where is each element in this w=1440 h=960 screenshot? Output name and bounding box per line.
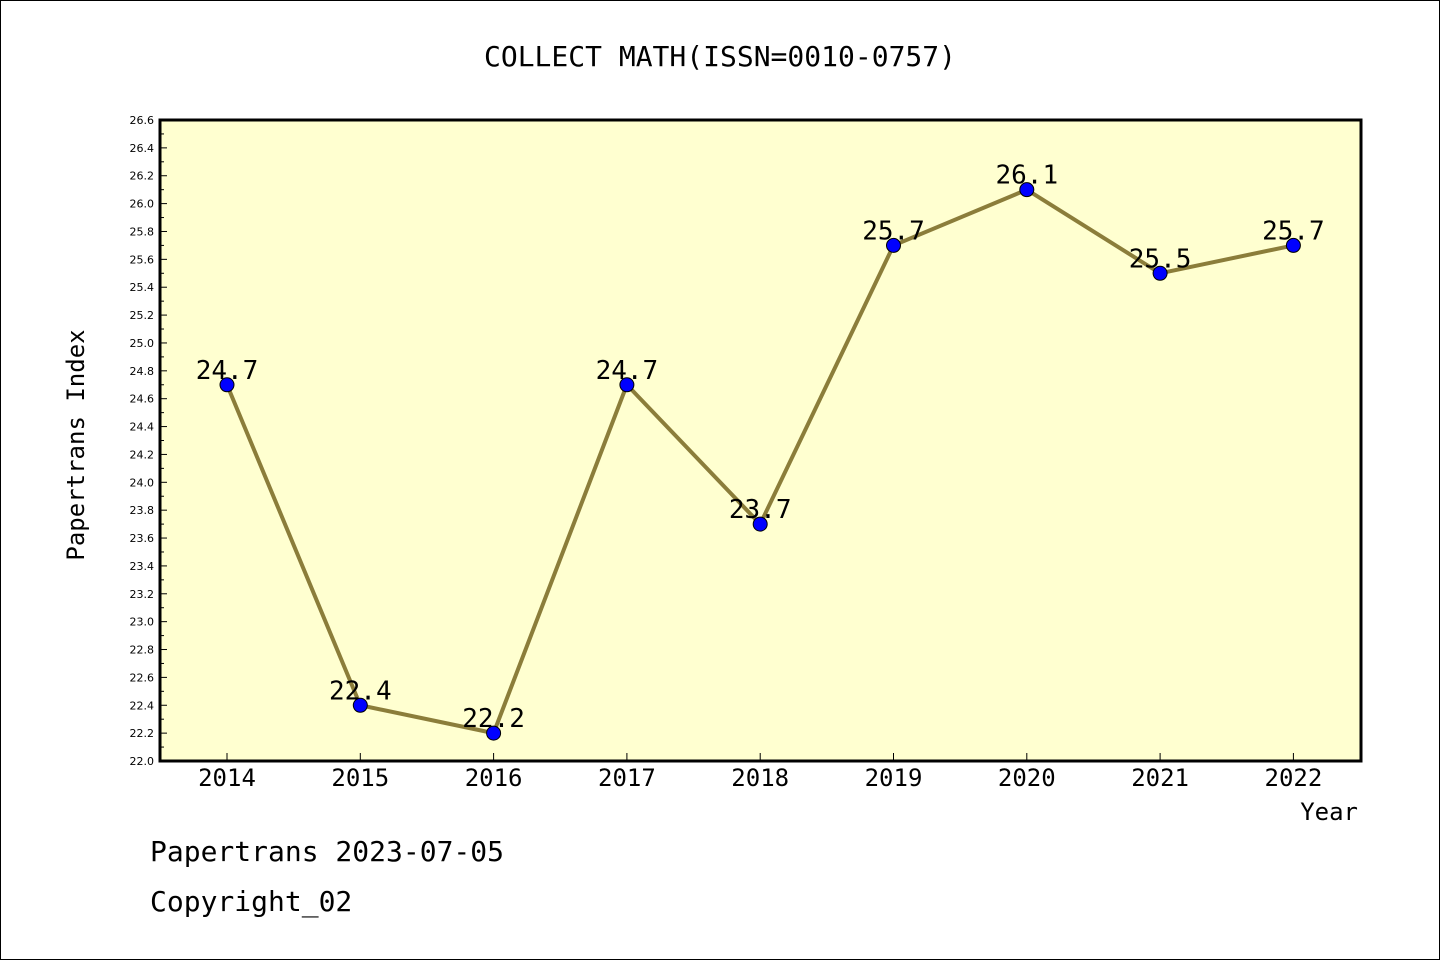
y-tick-label: 24.2 <box>130 448 155 461</box>
data-point <box>486 725 502 741</box>
x-axis: 2014 2015 2016 2017 2018 2019 2020 2021 2022 <box>198 753 1322 792</box>
y-tick-label: 25.6 <box>130 253 155 266</box>
y-axis-label: Papertrans Index <box>62 329 90 560</box>
y-tick-label: 22.6 <box>130 671 155 684</box>
x-tick-label: 2022 <box>1265 764 1323 792</box>
y-tick-label: 23.2 <box>130 588 155 601</box>
data-label: 22.2 <box>462 704 525 734</box>
y-tick-label: 22.8 <box>130 644 155 657</box>
chart-title: COLLECT MATH(ISSN=0010-0757) <box>484 40 956 73</box>
y-tick-label: 26.0 <box>130 198 155 211</box>
y-tick-label: 25.2 <box>130 309 155 322</box>
y-tick-label: 23.0 <box>130 616 155 629</box>
x-tick-label: 2017 <box>598 764 656 792</box>
y-tick-label: 22.2 <box>130 727 155 740</box>
y-tick-label: 22.0 <box>130 755 155 768</box>
data-label: 24.7 <box>596 356 659 386</box>
data-labels: 24.7 22.4 22.2 24.7 23.7 25.7 26.1 25.5 25.7 <box>196 161 1325 734</box>
y-tick-label: 25.8 <box>130 225 155 238</box>
x-tick-label: 2015 <box>331 764 389 792</box>
series-markers <box>219 182 1301 741</box>
y-tick-label: 26.6 <box>130 114 155 127</box>
y-axis: 22.0 22.2 22.4 22.6 22.8 23.0 23.2 23.4 23.6 23.8… <box>130 114 167 768</box>
data-label: 24.7 <box>196 356 259 386</box>
x-tick-label: 2020 <box>998 764 1056 792</box>
data-label: 22.4 <box>329 676 392 706</box>
data-label: 26.1 <box>995 161 1058 191</box>
y-tick-label: 24.0 <box>130 476 155 489</box>
x-tick-label: 2019 <box>865 764 923 792</box>
data-point <box>1285 237 1301 253</box>
y-tick-label: 24.8 <box>130 365 155 378</box>
y-tick-label: 23.8 <box>130 504 155 517</box>
y-tick-label: 23.6 <box>130 532 155 545</box>
data-point <box>619 377 635 393</box>
data-label: 25.5 <box>1129 244 1192 274</box>
x-tick-label: 2016 <box>465 764 523 792</box>
y-tick-label: 22.4 <box>130 699 155 712</box>
y-tick-label: 24.4 <box>130 421 155 434</box>
data-label: 25.7 <box>862 216 925 246</box>
data-point <box>1019 182 1035 198</box>
x-tick-label: 2021 <box>1131 764 1189 792</box>
y-tick-label: 23.4 <box>130 560 155 573</box>
data-label: 25.7 <box>1262 216 1325 246</box>
y-tick-label: 24.6 <box>130 393 155 406</box>
y-tick-label: 26.2 <box>130 170 155 183</box>
y-tick-label: 26.4 <box>130 142 155 155</box>
data-point <box>886 237 901 253</box>
data-point <box>752 516 768 532</box>
data-point <box>219 377 235 393</box>
data-point <box>1152 265 1168 281</box>
x-axis-label: Year <box>1300 798 1358 826</box>
data-label: 23.7 <box>729 495 792 525</box>
footer-copyright: Copyright_02 <box>150 885 353 918</box>
y-tick-label: 25.4 <box>130 281 155 294</box>
plot-area <box>158 118 1363 763</box>
footer-date: Papertrans 2023-07-05 <box>150 835 505 868</box>
x-tick-label: 2014 <box>198 764 256 792</box>
x-tick-label: 2018 <box>731 764 789 792</box>
data-point <box>352 697 368 713</box>
y-tick-label: 25.0 <box>130 337 155 350</box>
